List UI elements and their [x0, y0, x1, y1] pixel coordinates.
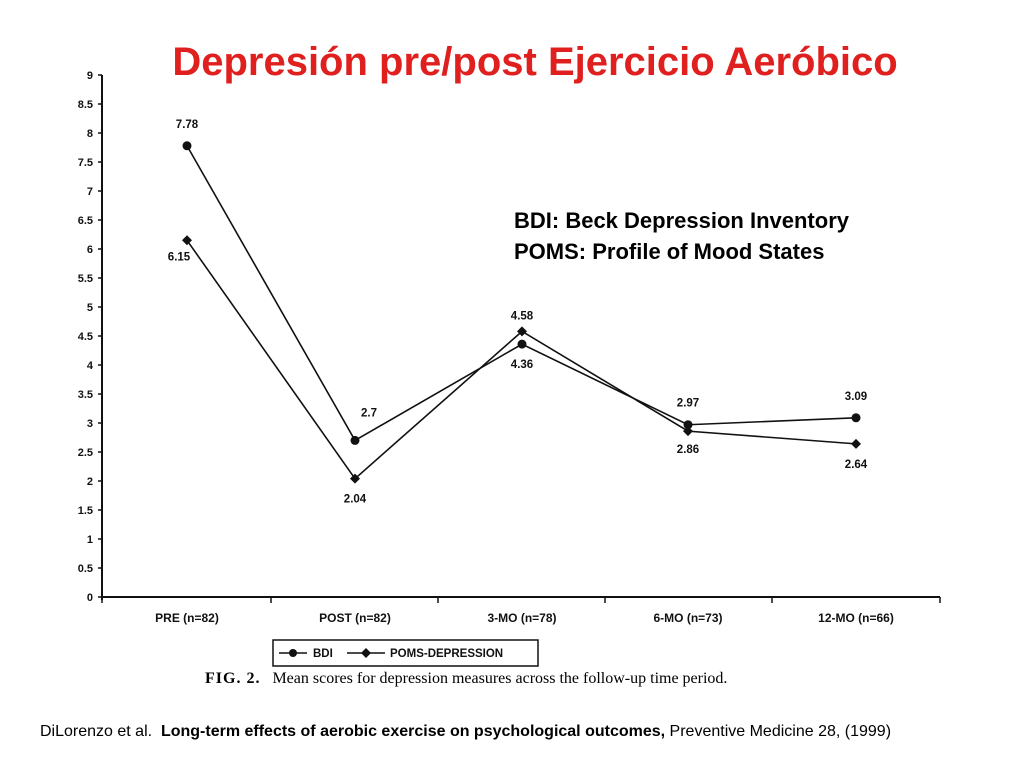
citation-year: (1999) [844, 723, 892, 740]
y-tick-label: 4 [87, 360, 94, 372]
data-point-bdi [350, 435, 360, 445]
y-tick-label: 1 [87, 534, 93, 546]
legend-label-bdi: BDI [313, 648, 333, 660]
data-point-poms [350, 473, 360, 484]
data-label: 2.97 [677, 398, 699, 410]
legend-label-poms: POMS-DEPRESSION [390, 648, 503, 660]
y-tick-label: 5 [87, 302, 93, 314]
citation-authors: DiLorenzo et al. [40, 723, 153, 740]
y-tick-label: 0 [87, 592, 93, 604]
y-tick-label: 3 [87, 418, 93, 430]
data-point-bdi [182, 141, 192, 151]
data-label: 4.36 [511, 359, 533, 371]
y-tick-label: 0.5 [78, 563, 93, 575]
y-tick-label: 6.5 [78, 215, 93, 227]
x-tick-label: 6-MO (n=73) [653, 611, 722, 625]
y-tick-label: 6 [87, 244, 93, 256]
data-label: 2.04 [344, 494, 367, 506]
data-label: 6.15 [168, 251, 191, 263]
y-tick-label: 3.5 [78, 389, 93, 401]
data-point-poms [851, 438, 861, 449]
legend-marker-bdi [289, 649, 297, 657]
abbreviation-poms: POMS: Profile of Mood States [514, 239, 825, 264]
x-tick-label: 3-MO (n=78) [487, 611, 556, 625]
legend-box [272, 639, 539, 667]
data-point-poms [683, 426, 693, 437]
abbreviation-bdi: BDI: Beck Depression Inventory [514, 208, 849, 233]
y-tick-label: 4.5 [78, 331, 93, 343]
x-tick-label: 12-MO (n=66) [818, 611, 894, 625]
data-point-bdi [851, 413, 861, 423]
y-tick-label: 8 [87, 128, 93, 140]
data-label: 7.78 [176, 119, 199, 131]
series-line-0 [186, 145, 857, 442]
x-tick-label: POST (n=82) [319, 611, 391, 625]
y-tick-label: 7 [87, 186, 93, 198]
y-tick-label: 9 [87, 70, 93, 82]
page-title: Depresión pre/post Ejercicio Aeróbico [172, 40, 898, 84]
y-tick-label: 1.5 [78, 505, 93, 517]
data-point-bdi [517, 339, 527, 349]
citation-journal: Preventive Medicine 28, [669, 723, 841, 740]
y-tick-label: 8.5 [78, 99, 93, 111]
figure-number: FIG. 2. [205, 670, 261, 687]
y-tick-label: 2 [87, 476, 93, 488]
figure-caption-text: Mean scores for depression measures acro… [272, 670, 728, 687]
data-point-poms [182, 235, 192, 246]
line-chart: 0 0.5 1 1.5 2 2.5 3 3.5 4 4.5 5 5.5 6 6.5 7 7.5 8 8.5 9 PRE… [78, 70, 941, 667]
y-tick-label: 5.5 [78, 273, 93, 285]
citation: DiLorenzo et al. Long-term effects of ae… [40, 723, 891, 741]
data-label: 2.64 [845, 459, 868, 471]
y-tick-label: 7.5 [78, 157, 93, 169]
x-tick-label: PRE (n=82) [155, 611, 219, 625]
data-label: 2.7 [361, 407, 377, 419]
data-label: 4.58 [511, 310, 534, 322]
abbreviation-note: BDI: Beck Depression Inventory POMS: Pro… [514, 205, 849, 267]
data-label: 3.09 [845, 391, 867, 403]
data-point-bdi [683, 420, 693, 430]
citation-article: Long-term effects of aerobic exercise on… [160, 723, 666, 740]
figure-caption: FIG. 2. Mean scores for depression measu… [205, 670, 727, 688]
legend-marker-poms [361, 648, 371, 658]
y-tick-label: 2.5 [78, 447, 93, 459]
data-point-poms [517, 326, 527, 337]
data-label: 2.86 [677, 444, 699, 456]
